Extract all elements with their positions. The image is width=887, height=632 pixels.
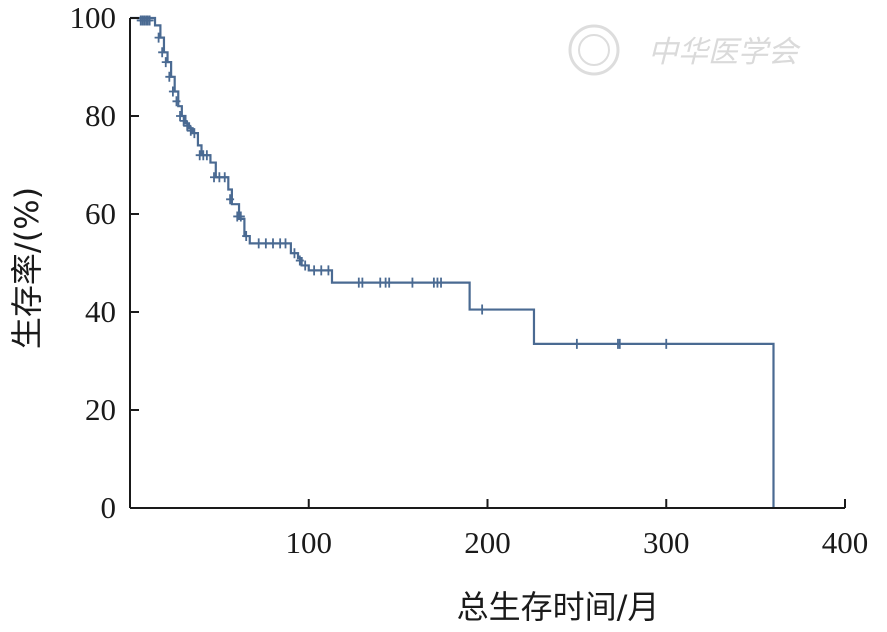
y-axis-title: 生存率/(%) (8, 187, 46, 349)
censor-mark (408, 277, 417, 288)
censor-mark (310, 265, 319, 276)
y-tick-label: 80 (85, 98, 116, 133)
censor-mark (168, 86, 177, 97)
censor-mark (615, 338, 624, 349)
censor-mark (154, 32, 163, 43)
x-tick-label: 200 (464, 525, 511, 560)
censor-mark (179, 115, 188, 126)
y-tick-label: 20 (85, 392, 116, 427)
censor-mark (158, 47, 167, 58)
censor-mark (172, 96, 181, 107)
censor-mark (572, 338, 581, 349)
watermark-seal-inner-icon (578, 34, 610, 66)
y-ticks: 0 20 40 60 80 100 (70, 0, 139, 525)
censor-mark (236, 211, 245, 222)
censor-mark (269, 238, 277, 249)
x-tick-label: 100 (286, 525, 333, 560)
censor-mark (281, 238, 290, 249)
censor-mark (202, 150, 211, 161)
watermark-logo: 中华医学会 (568, 24, 801, 76)
plot-area (130, 15, 775, 508)
censor-mark (295, 255, 304, 266)
y-tick-label: 100 (70, 0, 117, 35)
censor-mark (662, 338, 671, 349)
y-tick-label: 40 (85, 294, 116, 329)
y-tick-label: 60 (85, 196, 116, 231)
censor-mark (183, 120, 192, 131)
censor-mark (176, 111, 185, 121)
censor-mark (324, 265, 333, 276)
censor-mark (220, 172, 229, 183)
censor-mark (165, 71, 174, 82)
watermark-text: 中华医学会 (648, 35, 801, 70)
censor-marks (136, 15, 671, 349)
censor-mark (385, 277, 394, 288)
series-survival-line (130, 16, 775, 508)
censor-mark (242, 231, 251, 242)
censor-mark (190, 128, 199, 139)
censor-mark (317, 265, 326, 276)
censor-mark (358, 277, 367, 288)
censor-mark (254, 238, 263, 249)
censor-mark (226, 194, 235, 205)
watermark-seal-icon (568, 24, 620, 76)
x-ticks: 100 200 300 400 (286, 499, 869, 560)
censor-mark (261, 238, 270, 249)
censor-mark (290, 248, 299, 259)
x-tick-label: 300 (643, 525, 690, 560)
censor-mark (437, 277, 446, 288)
censor-mark (145, 15, 154, 26)
censor-mark (301, 260, 310, 271)
censor-mark (161, 57, 170, 68)
axes: 0 20 40 60 80 100 100 200 300 400 (70, 0, 869, 560)
y-tick-label: 0 (101, 490, 117, 525)
censor-mark (478, 304, 487, 315)
x-tick-label: 400 (822, 525, 869, 560)
x-axis-title: 总生存时间/月 (457, 588, 660, 626)
